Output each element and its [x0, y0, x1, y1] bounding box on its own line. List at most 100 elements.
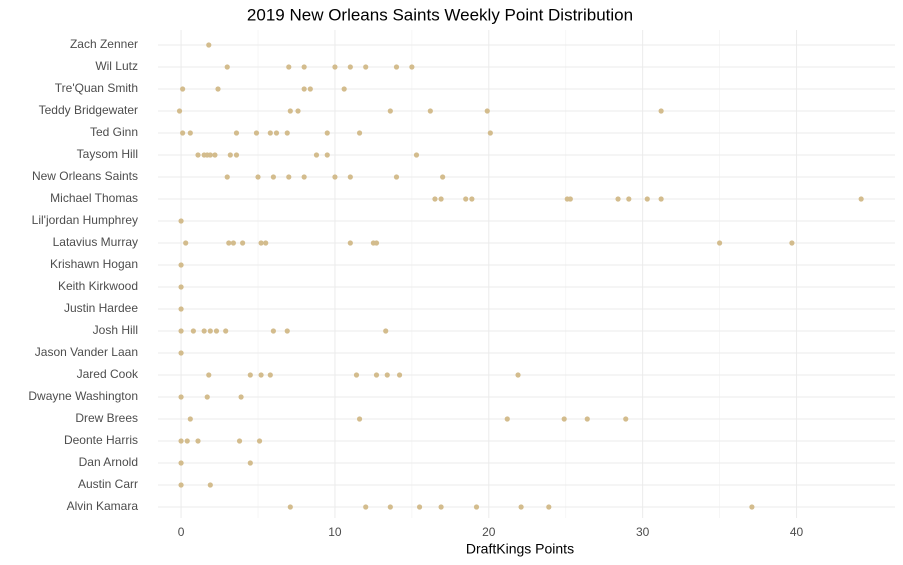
y-tick-label: Zach Zenner — [70, 37, 138, 51]
point — [393, 64, 400, 70]
y-tick-label: Drew Brees — [75, 411, 138, 425]
point — [561, 416, 567, 422]
point — [223, 328, 229, 334]
point — [347, 174, 353, 180]
point — [396, 372, 403, 378]
point — [207, 152, 213, 158]
point — [567, 196, 573, 202]
y-tick-label: Jason Vander Laan — [35, 345, 138, 359]
y-tick-label: Justin Hardee — [64, 301, 138, 315]
point — [286, 64, 292, 70]
point — [749, 504, 755, 510]
y-tick-label: Krishawn Hogan — [50, 257, 138, 271]
point — [247, 372, 253, 378]
point — [187, 416, 193, 422]
point — [195, 438, 201, 444]
point — [255, 174, 261, 180]
point — [413, 152, 420, 158]
point — [546, 504, 552, 510]
y-tick-label: Dwayne Washington — [28, 389, 138, 403]
point — [341, 86, 347, 92]
point — [438, 504, 444, 510]
point — [224, 174, 230, 180]
point — [356, 130, 363, 136]
point — [207, 328, 213, 334]
point — [347, 64, 353, 70]
point — [226, 240, 232, 246]
point — [644, 196, 650, 202]
point — [178, 394, 184, 400]
point — [484, 108, 490, 114]
point — [307, 86, 313, 92]
point — [301, 174, 307, 180]
point — [230, 240, 236, 246]
point — [236, 438, 243, 444]
y-tick-label: Wil Lutz — [95, 59, 138, 73]
point — [273, 130, 280, 136]
point — [416, 504, 423, 510]
point — [258, 372, 264, 378]
point — [178, 460, 184, 466]
point — [212, 152, 218, 158]
point — [204, 394, 210, 400]
point — [301, 86, 307, 92]
point — [427, 108, 433, 114]
point — [270, 174, 276, 180]
point — [295, 108, 301, 114]
point — [206, 42, 212, 48]
point — [363, 504, 369, 510]
point — [584, 416, 590, 422]
point — [240, 240, 246, 246]
point — [263, 240, 269, 246]
point — [207, 482, 213, 488]
point — [195, 152, 201, 158]
point — [178, 438, 184, 444]
x-tick-label: 10 — [328, 525, 342, 539]
point — [626, 196, 632, 202]
point — [353, 372, 360, 378]
y-tick-label: Austin Carr — [78, 477, 138, 491]
y-tick-label: Latavius Murray — [53, 235, 138, 249]
point — [190, 328, 196, 334]
y-tick-label: Josh Hill — [93, 323, 138, 337]
point — [623, 416, 629, 422]
y-tick-label: Dan Arnold — [79, 455, 138, 469]
point — [393, 174, 400, 180]
point — [432, 196, 438, 202]
x-axis-label: DraftKings Points — [466, 541, 574, 557]
point — [440, 174, 446, 180]
point — [518, 504, 524, 510]
point — [373, 240, 380, 246]
point — [215, 86, 221, 92]
point — [258, 240, 264, 246]
point — [187, 130, 193, 136]
point — [356, 416, 363, 422]
point — [284, 328, 290, 334]
point — [615, 196, 621, 202]
point — [332, 64, 338, 70]
x-tick-label: 0 — [178, 525, 185, 539]
point — [504, 416, 510, 422]
point — [183, 240, 189, 246]
point — [473, 504, 480, 510]
point — [286, 174, 292, 180]
y-tick-label: Keith Kirkwood — [58, 279, 138, 293]
point — [287, 108, 293, 114]
point — [213, 328, 220, 334]
point — [178, 482, 184, 488]
point — [487, 130, 493, 136]
point — [383, 328, 389, 334]
point — [180, 130, 186, 136]
point — [178, 218, 184, 224]
y-tick-label: New Orleans Saints — [32, 169, 138, 183]
point — [233, 130, 240, 136]
point — [178, 262, 184, 268]
x-tick-label: 20 — [482, 525, 496, 539]
y-tick-label: Deonte Harris — [64, 433, 138, 447]
point — [387, 108, 393, 114]
point — [178, 328, 184, 334]
point — [184, 438, 190, 444]
point — [658, 196, 664, 202]
y-tick-label: Michael Thomas — [50, 191, 138, 205]
